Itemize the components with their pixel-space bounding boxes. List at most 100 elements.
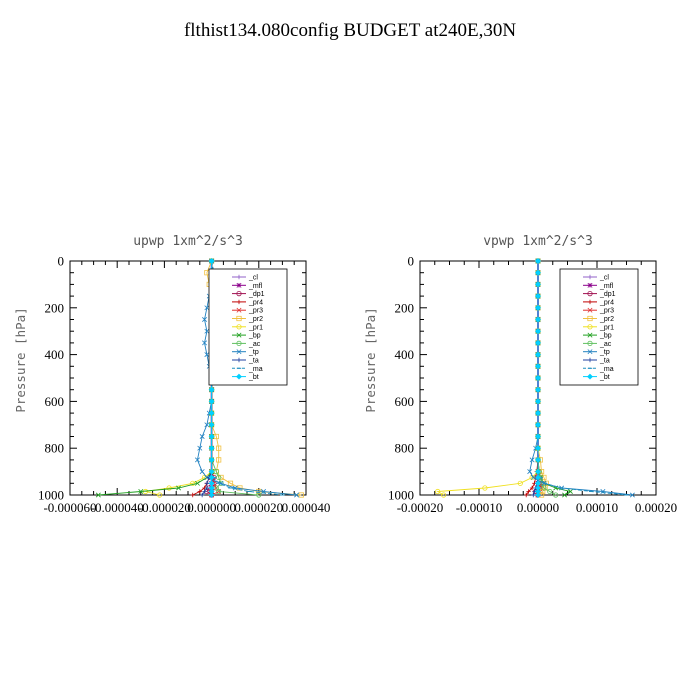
data-point bbox=[553, 492, 559, 498]
legend-label: _bp bbox=[599, 333, 612, 340]
data-point bbox=[202, 317, 208, 322]
data-point bbox=[629, 492, 635, 498]
legend-label: _pr1 bbox=[599, 324, 614, 331]
legend-label: _ta bbox=[599, 358, 610, 365]
x-tick-label: 0.000000 bbox=[187, 500, 236, 515]
data-point bbox=[208, 474, 215, 481]
legend-marker bbox=[236, 332, 242, 338]
legend-marker bbox=[587, 324, 593, 330]
legend-label: _tp bbox=[599, 349, 610, 356]
data-point bbox=[534, 269, 542, 276]
data-point bbox=[190, 480, 196, 486]
data-point bbox=[534, 328, 542, 335]
legend-label: _ma bbox=[248, 366, 263, 373]
x-tick-label: 0.000040 bbox=[282, 500, 331, 515]
data-point bbox=[208, 433, 215, 440]
x-tick-label: -0.000040 bbox=[91, 500, 144, 515]
series-line bbox=[436, 261, 539, 496]
data-point bbox=[166, 485, 172, 491]
series-line bbox=[98, 261, 213, 496]
y-tick-label: 800 bbox=[395, 441, 415, 456]
legend-label: _ta bbox=[248, 358, 259, 365]
data-point bbox=[534, 421, 542, 428]
data-point bbox=[208, 398, 215, 405]
data-point bbox=[216, 488, 222, 495]
legend-label: _cl bbox=[599, 275, 609, 282]
data-point bbox=[204, 328, 210, 334]
y-tick-label: 800 bbox=[45, 441, 65, 456]
data-point bbox=[527, 469, 533, 475]
y-axis-label: Pressure [hPa] bbox=[13, 307, 28, 412]
data-point bbox=[194, 480, 200, 486]
data-point bbox=[199, 434, 205, 439]
data-point bbox=[298, 492, 304, 498]
data-point bbox=[208, 456, 215, 463]
data-point bbox=[524, 492, 529, 498]
data-point bbox=[208, 386, 215, 393]
x-tick-label: 0.00000 bbox=[517, 500, 559, 515]
data-point bbox=[534, 456, 542, 463]
y-tick-label: 400 bbox=[45, 347, 65, 362]
data-point bbox=[534, 433, 542, 440]
data-point bbox=[202, 489, 207, 494]
legend-label: _pr2 bbox=[599, 316, 614, 323]
series-pr1 bbox=[142, 258, 215, 498]
data-point bbox=[157, 492, 163, 498]
data-point bbox=[529, 457, 535, 463]
data-point bbox=[208, 468, 215, 475]
data-point bbox=[534, 410, 542, 417]
data-point bbox=[440, 492, 447, 498]
data-point bbox=[435, 488, 441, 495]
legend-label: _dp1 bbox=[248, 291, 265, 298]
data-point bbox=[204, 305, 210, 311]
data-point bbox=[534, 281, 542, 288]
legend-marker bbox=[236, 274, 242, 280]
x-tick-label: 0.00020 bbox=[635, 500, 677, 515]
data-point bbox=[294, 492, 300, 498]
x-tick-label: -0.00010 bbox=[456, 500, 503, 515]
legend-marker bbox=[587, 332, 593, 338]
legend-marker bbox=[236, 315, 242, 322]
data-point bbox=[534, 363, 542, 370]
y-tick-label: 0 bbox=[408, 254, 415, 269]
data-point bbox=[534, 398, 542, 405]
legend-marker bbox=[587, 340, 593, 346]
data-point bbox=[199, 469, 205, 475]
data-point bbox=[534, 491, 542, 499]
legend-marker bbox=[235, 373, 243, 380]
legend-label: _ac bbox=[599, 341, 612, 348]
data-point bbox=[216, 445, 222, 451]
data-point bbox=[232, 485, 238, 491]
y-tick-label: 200 bbox=[45, 300, 65, 315]
series-bt bbox=[534, 257, 542, 499]
data-point bbox=[526, 489, 531, 494]
legend-label: _mfl bbox=[248, 283, 263, 290]
data-point bbox=[534, 339, 542, 346]
legend-marker bbox=[587, 290, 593, 297]
data-point bbox=[190, 492, 195, 498]
legend-label: _pr4 bbox=[248, 299, 263, 306]
legend-marker bbox=[587, 349, 593, 355]
legend: _cl_mfl_dp1_pr4_pr3_pr2_pr1_bp_ac_tp_ta_… bbox=[559, 268, 639, 386]
x-tick-label: 0.000020 bbox=[234, 500, 283, 515]
legend-label: _pr1 bbox=[248, 324, 263, 331]
series-line bbox=[145, 261, 213, 496]
data-point bbox=[534, 468, 542, 475]
data-point bbox=[534, 445, 542, 452]
legend-label: _bt bbox=[599, 374, 610, 381]
data-point bbox=[208, 421, 215, 428]
chart-panel-1: upwp 1xm^2/s^3 Pressure [hPa] 0 200 400 600 80… bbox=[13, 234, 330, 515]
data-point bbox=[541, 485, 547, 491]
y-tick-label: 200 bbox=[395, 300, 415, 315]
x-tick-label: -0.000060 bbox=[43, 500, 96, 515]
data-point bbox=[216, 457, 222, 463]
data-point bbox=[197, 445, 203, 451]
legend-box bbox=[208, 268, 288, 386]
legend-label: _pr3 bbox=[248, 308, 263, 315]
data-point bbox=[208, 410, 215, 417]
legend-marker bbox=[236, 307, 242, 313]
data-point bbox=[208, 445, 215, 452]
legend-marker bbox=[236, 357, 242, 363]
x-tick-label: -0.00020 bbox=[397, 500, 444, 515]
data-point bbox=[531, 492, 536, 498]
